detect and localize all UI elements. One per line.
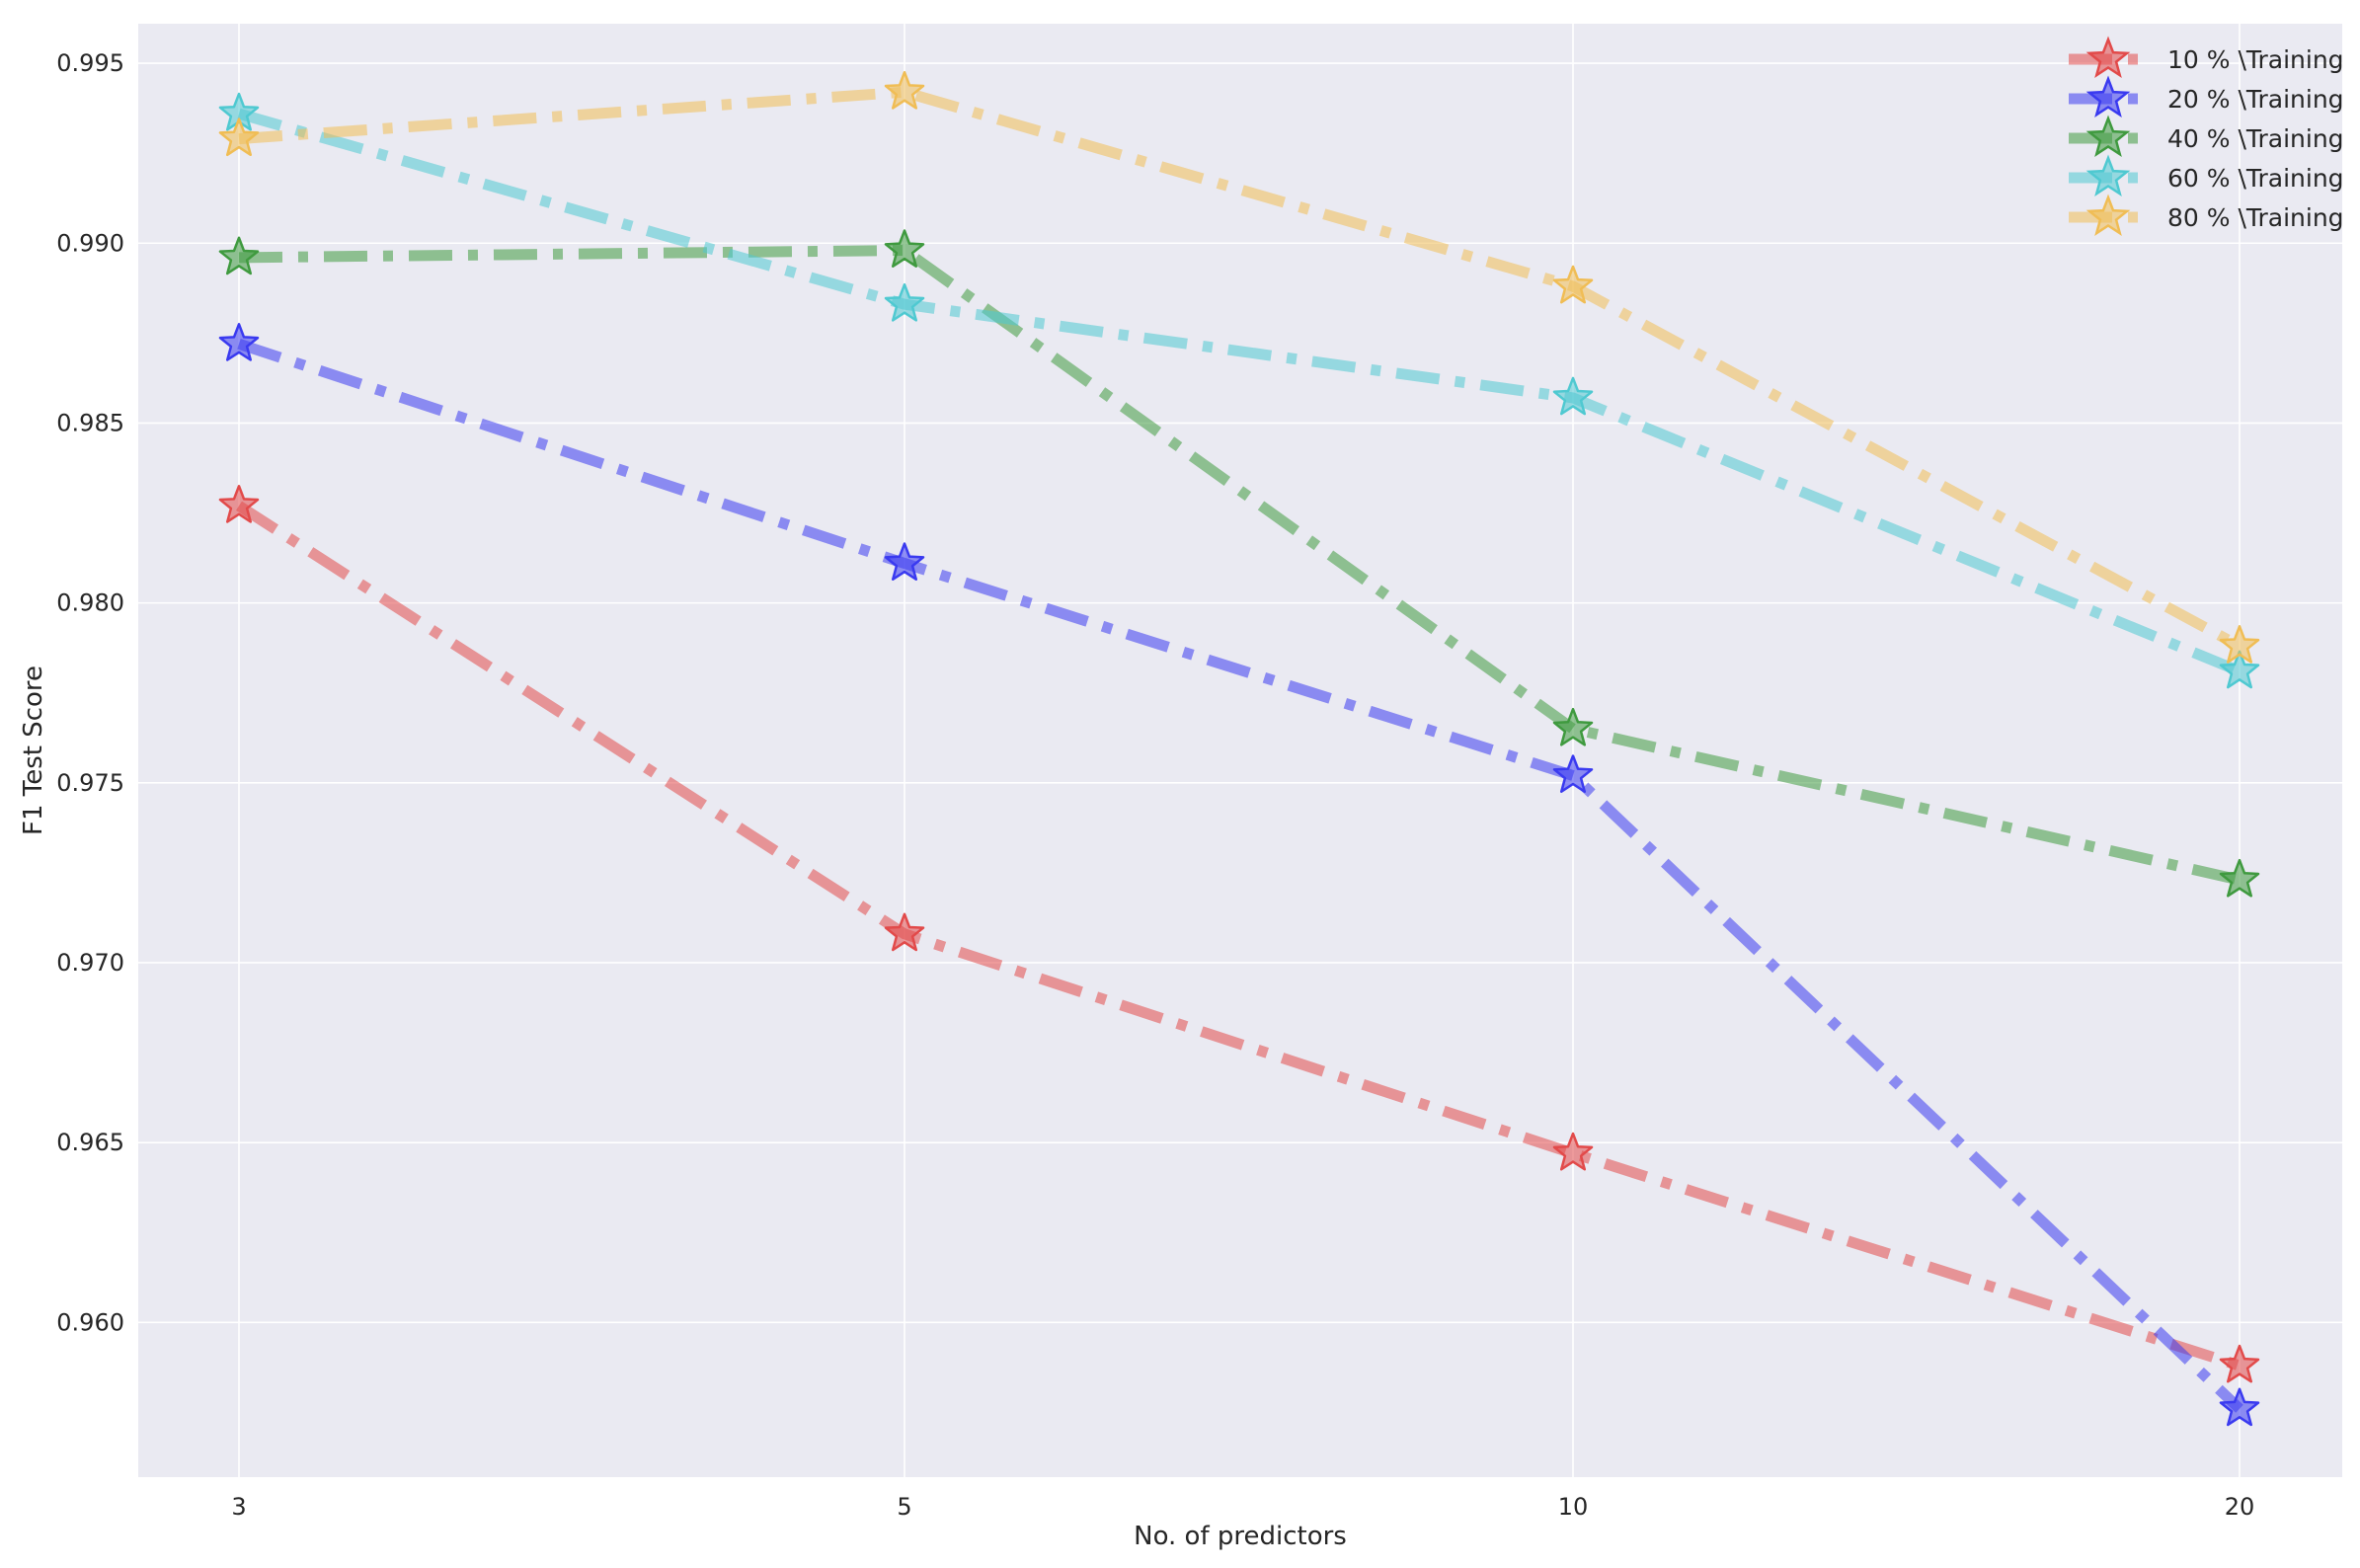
data-point xyxy=(218,118,260,157)
series-2 xyxy=(218,323,2260,1427)
y-tick-label: 0.985 xyxy=(56,409,124,436)
data-point xyxy=(1552,376,1594,416)
legend-label: 40 % \Training xyxy=(2167,124,2344,153)
legend-marker xyxy=(2085,115,2131,158)
data-point xyxy=(1552,265,1594,304)
y-tick-label: 0.965 xyxy=(56,1129,124,1156)
data-point xyxy=(218,484,260,523)
x-tick-labels: 3 5 10 20 xyxy=(231,1493,2254,1521)
y-tick-label: 0.990 xyxy=(56,229,124,257)
series-line xyxy=(237,108,2242,676)
data-point xyxy=(884,70,925,110)
data-point xyxy=(2219,625,2260,664)
legend-label: 10 % \Training xyxy=(2167,45,2344,74)
legend: 10 % \Training 20 % \Training 40 % \Traini… xyxy=(2069,36,2344,237)
x-tick-label: 10 xyxy=(1558,1493,1589,1521)
x-tick-label: 20 xyxy=(2225,1493,2255,1521)
series-3 xyxy=(218,229,2260,898)
data-point xyxy=(218,323,260,361)
legend-item: 10 % \Training xyxy=(2069,36,2344,79)
data-point xyxy=(884,282,925,322)
y-gridlines xyxy=(138,62,2342,1324)
series-5 xyxy=(218,70,2260,664)
plot-area xyxy=(138,24,2342,1477)
series-layer xyxy=(218,70,2260,1427)
data-point xyxy=(2219,1344,2260,1383)
data-point xyxy=(884,229,925,268)
legend-marker xyxy=(2085,75,2131,118)
y-tick-label: 0.960 xyxy=(56,1308,124,1336)
data-point xyxy=(1552,754,1594,793)
legend-marker xyxy=(2085,36,2131,79)
data-point xyxy=(2219,1387,2260,1427)
legend-label: 60 % \Training xyxy=(2167,164,2344,193)
data-point xyxy=(884,912,925,952)
legend-marker xyxy=(2085,194,2131,237)
x-axis-label: No. of predictors xyxy=(1134,1522,1347,1551)
y-tick-label: 0.975 xyxy=(56,769,124,797)
legend-item: 40 % \Training xyxy=(2069,115,2344,158)
legend-label: 80 % \Training xyxy=(2167,203,2344,232)
x-tick-label: 5 xyxy=(897,1493,911,1521)
y-axis-label: F1 Test Score xyxy=(19,666,48,835)
series-line xyxy=(237,339,2243,1413)
legend-label: 20 % \Training xyxy=(2167,85,2344,114)
y-tick-label: 0.980 xyxy=(56,589,124,617)
data-point xyxy=(218,236,260,275)
y-tick-labels: 0.960 0.965 0.970 0.975 0.980 0.985 0.990 0.995 xyxy=(56,49,124,1336)
series-line xyxy=(236,501,2242,1372)
data-point xyxy=(884,542,925,581)
data-point xyxy=(2219,858,2260,898)
series-4 xyxy=(218,92,2260,689)
x-tick-label: 3 xyxy=(231,1493,246,1521)
legend-marker xyxy=(2085,154,2131,197)
data-point xyxy=(2219,650,2260,689)
legend-item: 80 % \Training xyxy=(2069,194,2344,237)
legend-item: 20 % \Training xyxy=(2069,75,2344,118)
data-point xyxy=(1552,1132,1594,1171)
series-1 xyxy=(218,484,2260,1383)
data-point xyxy=(1552,707,1594,746)
y-tick-label: 0.970 xyxy=(56,949,124,977)
legend-item: 60 % \Training xyxy=(2069,154,2344,197)
y-tick-label: 0.995 xyxy=(56,49,124,77)
